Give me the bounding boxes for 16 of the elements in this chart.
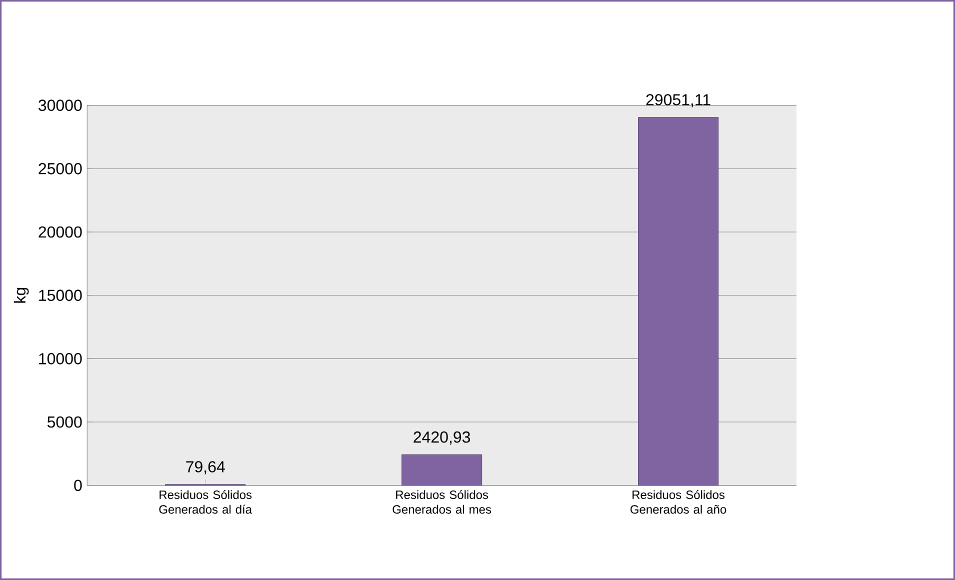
data-label: 29051,11 [646,94,710,108]
y-axis-title: kg [14,288,29,303]
y-tick-label: 20000 [38,226,82,238]
y-tick-label: 25000 [38,162,82,174]
y-tick-label: 0 [74,480,82,491]
bar [402,454,482,486]
data-label: 79,64 [186,461,225,474]
x-tick-label: Residuos Sólidos Generados al día [159,490,252,514]
bar [638,117,719,486]
x-tick-label: Residuos Sólidos Generados al mes [392,490,492,514]
data-label: 2420,93 [414,431,470,445]
y-tick-label: 10000 [39,353,82,364]
y-tick-label: 15000 [39,290,82,301]
y-tick-label: 5000 [47,416,82,428]
x-tick-label: Residuos Sólidos Generados al año [630,490,726,514]
y-tick-label: 30000 [38,100,82,111]
